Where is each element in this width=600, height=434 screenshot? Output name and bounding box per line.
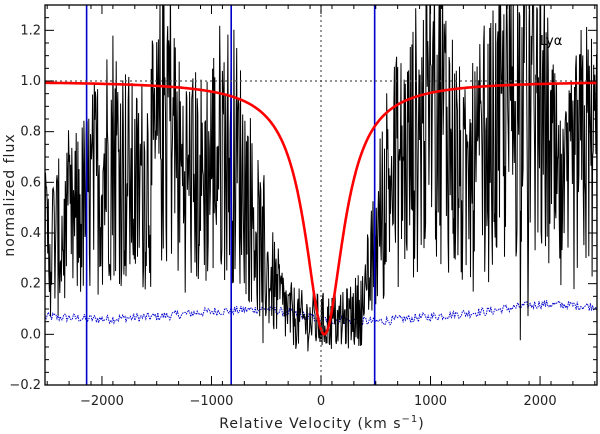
x-tick-label: 2000: [524, 394, 557, 409]
x-axis-title: Relative Velocity (km s−1): [219, 414, 424, 432]
x-tick-label: −1000: [189, 394, 233, 409]
x-axis-title-main: Relative Velocity (km s: [219, 416, 401, 432]
lya-annotation: Lyα: [540, 34, 562, 49]
x-tick-label: 0: [317, 394, 325, 409]
x-tick-label: 1000: [414, 394, 447, 409]
y-tick-label: 0.0: [20, 327, 41, 342]
x-axis-title-exponent: −1: [402, 414, 419, 425]
y-tick-label: 1.0: [20, 74, 41, 89]
fit-profile-line: [45, 81, 597, 336]
x-axis-title-close: ): [418, 416, 424, 432]
y-tick-label: −0.2: [9, 378, 41, 393]
y-tick-label: 0.4: [20, 226, 41, 241]
y-tick-label: 0.8: [20, 125, 41, 140]
y-tick-label: 0.2: [20, 277, 41, 292]
flux-spectrum-line: [45, 5, 597, 352]
y-axis-title: normalized flux: [2, 133, 18, 256]
y-tick-label: 1.2: [20, 23, 41, 38]
y-tick-label: 0.6: [20, 175, 41, 190]
error-spectrum-line: [45, 300, 597, 326]
x-tick-label: −2000: [80, 394, 124, 409]
